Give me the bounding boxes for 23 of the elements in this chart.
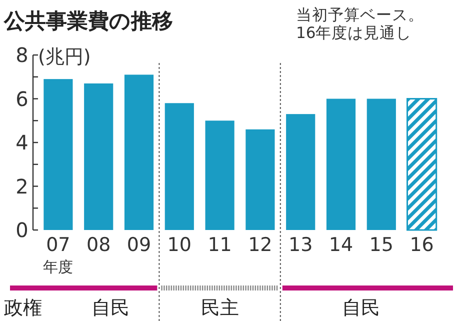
title: 公共事業費の推移	[4, 9, 173, 33]
x-tick-label: 12	[248, 234, 272, 256]
x-tick-label: 07	[46, 234, 70, 256]
subtitle: 当初予算ベース。 16年度は見通し	[296, 6, 424, 42]
x-tick-label: 11	[208, 234, 232, 256]
text: 自民	[342, 297, 380, 319]
x-tick-label: 08	[86, 234, 111, 256]
text: 政権	[4, 297, 42, 319]
y-tick-label: 8	[16, 43, 28, 67]
text: 自民	[92, 297, 130, 319]
text: 民主	[200, 297, 239, 319]
y-tick-label: 6	[16, 86, 28, 111]
x-tick-label: 10	[167, 234, 192, 256]
x-tick-label: 14	[328, 234, 354, 256]
y-tick-label: 0	[16, 218, 28, 242]
x-tick-label: 13	[288, 234, 313, 256]
x-tick-label: 15	[369, 234, 394, 256]
x-tick-label: 16	[410, 234, 434, 256]
x-tick-label: 09	[126, 234, 152, 256]
x-axis-title: 年度	[43, 258, 74, 276]
y-axis-title: (兆円)	[38, 46, 91, 68]
y-tick-label: 2	[16, 174, 28, 198]
y-tick-label: 4	[16, 130, 28, 154]
